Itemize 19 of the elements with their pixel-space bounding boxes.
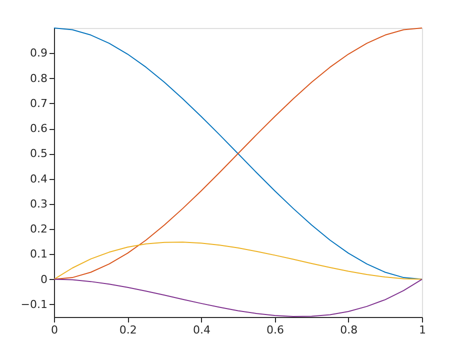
y-tick-label: 0.1 <box>30 248 48 261</box>
line-series <box>54 242 422 280</box>
line-series <box>54 28 422 280</box>
y-tick-label: 0.2 <box>30 222 48 236</box>
y-tick-label: 0.5 <box>30 147 48 160</box>
y-tick-label: 0.4 <box>30 172 48 186</box>
x-tick-label: 0.6 <box>266 324 284 336</box>
y-tick-label: 0.7 <box>30 96 48 110</box>
x-tick-label: 0 <box>51 324 58 336</box>
y-tick-label: −0.1 <box>20 298 48 311</box>
y-tick-label: 0 <box>40 272 48 286</box>
y-tick-label: 0.3 <box>30 197 48 210</box>
x-tick-label: 0.8 <box>340 324 358 336</box>
y-tick-label: 0.6 <box>30 122 48 136</box>
x-tick-label: 0.4 <box>192 324 210 336</box>
x-tick-label: 1 <box>419 324 426 336</box>
y-tick-label: 0.9 <box>30 46 48 60</box>
y-tick-label: 0.8 <box>30 72 48 85</box>
x-tick-label: 0.2 <box>119 324 137 336</box>
